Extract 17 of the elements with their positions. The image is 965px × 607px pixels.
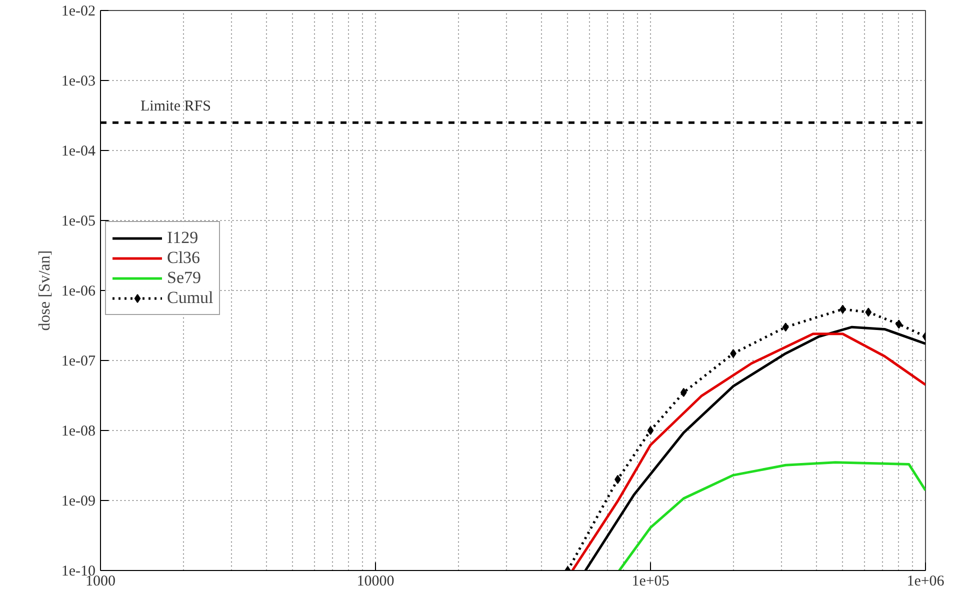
- x-tick-label: 10000: [356, 574, 394, 590]
- y-tick-label: 1e-06: [61, 284, 96, 300]
- y-tick-label: 1e-07: [61, 354, 96, 370]
- y-tick-label: 1e-08: [61, 424, 96, 440]
- y-axis-title: dose [Sv/an]: [36, 250, 54, 331]
- legend-label: Se79: [167, 268, 201, 288]
- legend-label: Cumul: [167, 288, 214, 308]
- y-tick-label: 1e-02: [61, 4, 96, 20]
- y-tick-label: 1e-05: [61, 214, 96, 230]
- x-tick-label: 1e+05: [632, 574, 670, 590]
- y-tick-label: 1e-09: [61, 494, 96, 510]
- y-tick-label: 1e-03: [61, 74, 96, 90]
- legend-label: I129: [167, 228, 198, 248]
- legend-label: Cl36: [167, 248, 200, 268]
- ref-line-label: Limite RFS: [140, 98, 211, 115]
- x-tick-label: 1e+06: [906, 574, 945, 590]
- y-tick-label: 1e-04: [61, 144, 96, 160]
